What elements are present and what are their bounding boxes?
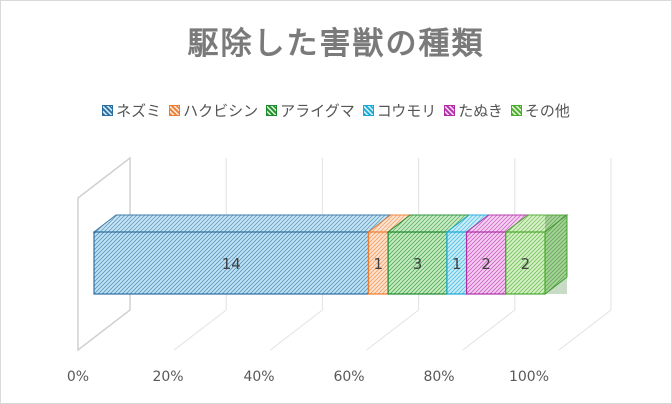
- legend-label: たぬき: [458, 102, 503, 120]
- legend-item: ハクビシン: [169, 100, 258, 121]
- legend-swatch: [444, 105, 456, 116]
- legend-item: アライグマ: [266, 100, 355, 121]
- legend-item: その他: [510, 100, 570, 121]
- legend-swatch: [510, 105, 522, 116]
- legend-swatch: [362, 105, 374, 116]
- legend-item: たぬき: [444, 100, 503, 121]
- chart-title: 駆除した害獣の種類: [187, 26, 485, 62]
- legend-label: アライグマ: [280, 102, 355, 120]
- legend-label: ハクビシン: [183, 102, 259, 120]
- legend-swatch: [169, 105, 181, 116]
- legend-item: ネズミ: [102, 100, 161, 121]
- legend: ネズミ ハクビシン アライグマ コウモリ たぬき その他: [0, 100, 672, 121]
- legend-item: コウモリ: [362, 100, 437, 121]
- legend-label: ネズミ: [116, 102, 162, 120]
- legend-label: その他: [524, 102, 570, 120]
- legend-swatch: [266, 105, 278, 116]
- legend-label: コウモリ: [376, 102, 437, 120]
- legend-swatch: [102, 105, 114, 116]
